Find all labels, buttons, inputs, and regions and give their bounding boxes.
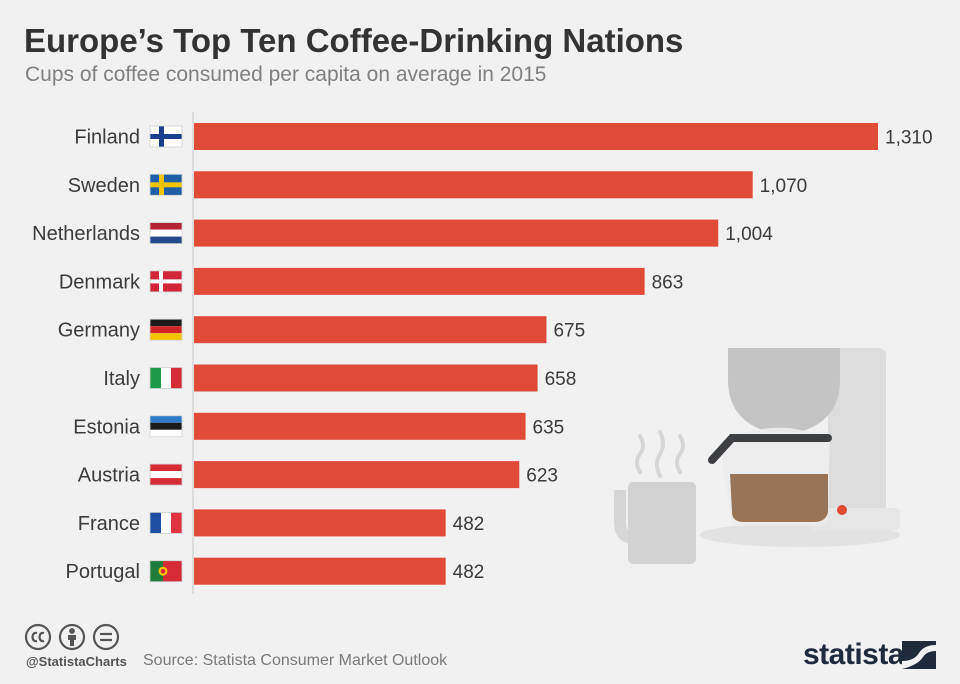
statista-logo-text[interactable]: statista (803, 638, 905, 671)
germany-flag-icon (149, 318, 183, 341)
bar-sweden (194, 171, 753, 199)
value-label-denmark: 863 (652, 272, 684, 293)
denmark-flag-icon (149, 270, 183, 293)
chart-subtitle: Cups of coffee consumed per capita on av… (25, 63, 547, 86)
by-icon (58, 623, 86, 651)
bar-france (194, 509, 446, 537)
cc-icon (24, 623, 52, 651)
category-label-netherlands: Netherlands (32, 223, 140, 245)
footer-handle[interactable]: @StatistaCharts (26, 654, 127, 669)
bar-italy (194, 364, 538, 392)
value-label-finland: 1,310 (885, 128, 933, 149)
bar-estonia (194, 412, 526, 440)
bar-portugal (194, 557, 446, 585)
coffee-machine-icon (708, 348, 900, 530)
category-label-italy: Italy (103, 368, 140, 390)
netherlands-flag-icon (149, 222, 183, 245)
estonia-flag-icon (149, 415, 183, 438)
nd-icon (92, 623, 120, 651)
category-label-estonia: Estonia (73, 416, 141, 438)
bar-netherlands (194, 219, 719, 247)
bar-chart: Finland 1,310 Sweden 1,070 Netherlands 1,004 D… (32, 112, 933, 594)
bar-finland (194, 123, 878, 150)
license-icons (24, 623, 120, 651)
coffee-mug-icon (614, 482, 696, 564)
france-flag-icon (149, 512, 183, 534)
bars-layer: Finland 1,310 Sweden 1,070 Netherlands 1,004 D… (32, 123, 933, 585)
austria-flag-icon (149, 463, 183, 486)
bar-denmark (194, 267, 645, 295)
statista-logo-icon (902, 641, 936, 669)
footer-source: Source: Statista Consumer Market Outlook (143, 652, 448, 669)
category-label-sweden: Sweden (68, 175, 140, 197)
category-label-portugal: Portugal (66, 561, 141, 583)
coffee-illustration (614, 348, 900, 564)
bar-germany (194, 316, 547, 344)
value-label-netherlands: 1,004 (725, 224, 773, 245)
sweden-flag-icon (149, 173, 183, 196)
chart-title: Europe’s Top Ten Coffee-Drinking Nations (24, 22, 684, 59)
value-label-portugal: 482 (453, 562, 485, 583)
category-label-austria: Austria (78, 465, 141, 487)
category-label-germany: Germany (58, 320, 140, 342)
category-label-finland: Finland (74, 127, 140, 149)
bar-austria (194, 461, 520, 489)
italy-flag-icon (149, 367, 183, 389)
value-label-sweden: 1,070 (760, 176, 808, 197)
value-label-estonia: 635 (533, 417, 565, 438)
finland-flag-icon (149, 125, 183, 148)
category-label-france: France (78, 513, 140, 535)
value-label-austria: 623 (526, 466, 558, 487)
value-label-france: 482 (453, 514, 485, 535)
value-label-germany: 675 (553, 321, 585, 342)
value-label-italy: 658 (545, 369, 577, 390)
steam-icon (635, 430, 685, 478)
category-label-denmark: Denmark (59, 271, 141, 293)
portugal-flag-icon (149, 560, 183, 583)
